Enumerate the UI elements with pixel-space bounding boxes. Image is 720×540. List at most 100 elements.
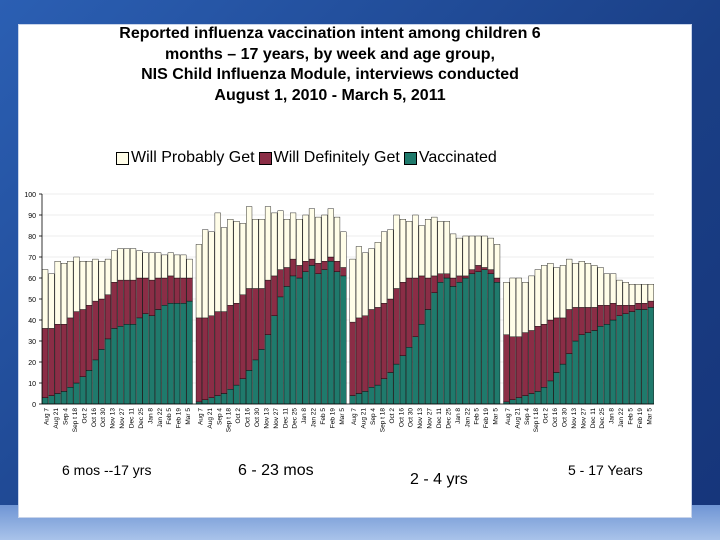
- bar-vaccinated-g3-w11: [572, 340, 579, 405]
- bar-definitely-g0-w23: [186, 277, 193, 302]
- bar-probably-g0-w7: [86, 261, 93, 306]
- bar-vaccinated-g1-w8: [246, 370, 253, 405]
- bar-definitely-g2-w6: [387, 298, 394, 373]
- bar-probably-g3-w3: [522, 282, 529, 333]
- bar-vaccinated-g2-w6: [387, 372, 394, 405]
- bar-definitely-g0-w3: [60, 324, 68, 392]
- bar-definitely-g1-w16: [296, 265, 303, 279]
- bar-vaccinated-g0-w7: [86, 370, 93, 405]
- bar-definitely-g0-w20: [167, 275, 174, 304]
- week-label-g3-6: Oct 30: [561, 408, 568, 428]
- bar-definitely-g3-w17: [610, 303, 617, 321]
- bar-vaccinated-g3-w21: [635, 309, 642, 405]
- bar-definitely-g0-w21: [174, 277, 181, 304]
- week-label-g3-1: Aug 21: [514, 408, 521, 429]
- week-label-g3-2: Sep 4: [524, 408, 531, 425]
- bar-definitely-g0-w10: [104, 294, 111, 340]
- week-label-g0-1: Aug 21: [53, 408, 60, 429]
- bar-vaccinated-g0-w1: [48, 395, 55, 405]
- bar-definitely-g2-w10: [412, 277, 419, 337]
- bar-definitely-g0-w2: [54, 324, 61, 394]
- bar-probably-g2-w6: [387, 229, 394, 300]
- legend-swatch-vaccinated: [403, 151, 417, 165]
- bar-probably-g0-w2: [54, 261, 61, 325]
- bar-vaccinated-g2-w21: [481, 269, 488, 405]
- bar-probably-g3-w16: [603, 273, 610, 306]
- bar-vaccinated-g1-w14: [283, 286, 290, 405]
- week-label-g1-4: Oct 2: [235, 408, 242, 424]
- bar-probably-g3-w13: [585, 263, 592, 308]
- week-label-g0-2: Sep 4: [63, 408, 70, 425]
- bar-definitely-g2-w21: [481, 267, 488, 270]
- bar-vaccinated-g0-w4: [67, 387, 74, 405]
- bar-probably-g3-w15: [597, 267, 604, 306]
- bar-definitely-g1-w23: [340, 267, 347, 277]
- bar-probably-g3-w1: [509, 277, 516, 337]
- bar-definitely-g1-w6: [233, 303, 240, 386]
- y-tick-label-60: 60: [28, 276, 36, 283]
- bar-probably-g1-w13: [277, 210, 284, 270]
- bar-probably-g2-w2: [362, 252, 369, 317]
- bar-vaccinated-g1-w23: [340, 275, 347, 405]
- bar-probably-g3-w5: [534, 269, 541, 327]
- bar-probably-g2-w15: [443, 221, 450, 275]
- bar-definitely-g3-w5: [534, 326, 541, 392]
- bar-vaccinated-g2-w7: [393, 363, 400, 405]
- bar-vaccinated-g0-w12: [117, 326, 124, 405]
- bar-probably-g1-w9: [252, 218, 259, 289]
- bar-vaccinated-g0-w2: [54, 393, 61, 405]
- bar-probably-g1-w5: [227, 218, 234, 306]
- y-tick-label-80: 80: [28, 234, 36, 241]
- bar-vaccinated-g2-w17: [456, 282, 463, 405]
- bar-definitely-g1-w2: [208, 315, 215, 398]
- bar-definitely-g3-w18: [616, 305, 623, 316]
- bar-probably-g2-w10: [412, 214, 419, 279]
- bar-probably-g1-w4: [220, 227, 228, 312]
- week-label-g3-7: Nov 13: [571, 408, 578, 429]
- bar-definitely-g0-w1: [48, 328, 55, 396]
- bar-vaccinated-g0-w19: [161, 305, 168, 405]
- bar-vaccinated-g3-w14: [591, 330, 598, 405]
- bar-probably-g2-w0: [349, 258, 356, 323]
- bar-probably-g1-w22: [334, 216, 341, 262]
- y-tick-label-70: 70: [28, 255, 36, 262]
- bar-vaccinated-g1-w16: [296, 277, 303, 405]
- bar-vaccinated-g2-w18: [462, 277, 469, 405]
- bar-definitely-g1-w19: [315, 263, 322, 274]
- bar-vaccinated-g0-w9: [98, 349, 105, 405]
- bar-definitely-g3-w20: [628, 305, 636, 312]
- bar-definitely-g2-w20: [475, 265, 482, 272]
- bar-vaccinated-g1-w12: [271, 315, 278, 405]
- bar-vaccinated-g3-w5: [534, 391, 541, 405]
- bar-vaccinated-g0-w18: [155, 309, 162, 405]
- bar-probably-g3-w10: [566, 258, 573, 310]
- bar-probably-g2-w20: [475, 235, 482, 266]
- bar-vaccinated-g3-w1: [509, 399, 516, 405]
- week-label-g1-1: Aug 21: [207, 408, 214, 429]
- bar-probably-g1-w16: [296, 218, 303, 266]
- bar-probably-g0-w15: [136, 250, 143, 279]
- bar-definitely-g1-w13: [277, 269, 284, 298]
- bar-vaccinated-g2-w23: [494, 282, 501, 405]
- bar-definitely-g2-w18: [462, 275, 469, 279]
- bar-vaccinated-g0-w0: [42, 397, 49, 405]
- bar-vaccinated-g1-w13: [277, 296, 284, 405]
- legend-label-definitely: Will Definitely Get: [273, 149, 400, 166]
- bar-definitely-g3-w10: [566, 309, 573, 354]
- week-label-g3-5: Oct 16: [552, 408, 559, 428]
- bar-definitely-g2-w0: [349, 321, 356, 396]
- bar-definitely-g2-w1: [355, 317, 362, 394]
- bar-probably-g0-w12: [117, 248, 124, 281]
- bar-probably-g1-w1: [202, 229, 209, 319]
- week-label-g2-6: Oct 30: [408, 408, 415, 428]
- week-label-g0-0: Aug 7: [44, 408, 51, 425]
- bar-vaccinated-g3-w10: [566, 353, 573, 405]
- bar-vaccinated-g0-w3: [60, 391, 68, 405]
- bar-vaccinated-g3-w3: [522, 395, 529, 405]
- y-tick-label-10: 10: [28, 381, 36, 388]
- bar-probably-g0-w9: [98, 261, 105, 300]
- bar-probably-g2-w19: [468, 235, 476, 270]
- bar-vaccinated-g1-w5: [227, 389, 234, 405]
- bar-probably-g1-w19: [315, 216, 322, 264]
- bar-probably-g3-w12: [578, 261, 585, 308]
